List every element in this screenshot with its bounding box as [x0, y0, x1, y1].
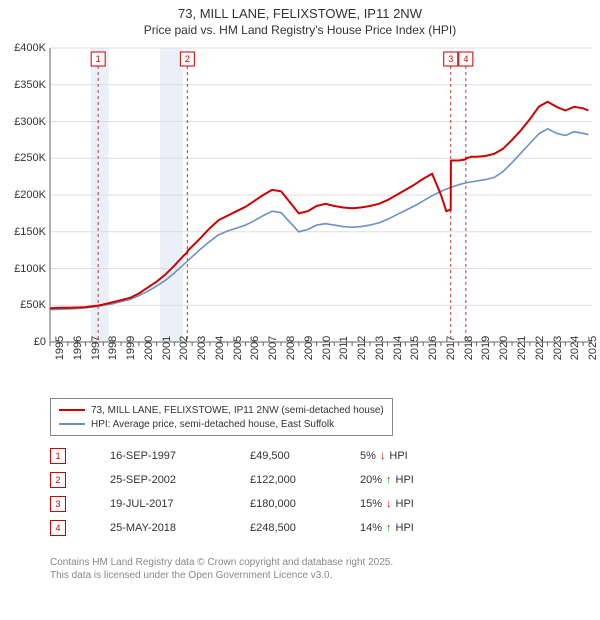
- x-tick-label: 2018: [463, 336, 475, 360]
- y-tick-label: £200K: [2, 189, 46, 201]
- arrow-icon: ↓: [380, 450, 386, 462]
- y-tick-label: £350K: [2, 79, 46, 91]
- sale-diff: 14%↑HPI: [360, 522, 470, 534]
- y-tick-label: £50K: [2, 299, 46, 311]
- x-tick-label: 1996: [72, 336, 84, 360]
- sale-diff: 5%↓HPI: [360, 450, 470, 462]
- x-tick-label: 2020: [498, 336, 510, 360]
- x-tick-label: 2014: [392, 336, 404, 360]
- y-tick-label: £400K: [2, 42, 46, 54]
- x-tick-label: 2008: [285, 336, 297, 360]
- x-axis-labels: 1995199619971998199920002001200220032004…: [0, 348, 600, 390]
- sale-row: 4 25-MAY-2018£248,50014%↑HPI: [50, 516, 470, 540]
- x-tick-label: 2000: [143, 336, 155, 360]
- arrow-icon: ↑: [386, 474, 392, 486]
- sale-date: 25-MAY-2018: [110, 522, 250, 534]
- sale-price: £180,000: [250, 498, 360, 510]
- legend-item: HPI: Average price, semi-detached house,…: [59, 417, 384, 431]
- footer-line: Contains HM Land Registry data © Crown c…: [50, 556, 393, 569]
- x-tick-label: 2021: [516, 336, 528, 360]
- y-tick-label: £250K: [2, 152, 46, 164]
- sale-price: £49,500: [250, 450, 360, 462]
- sale-diff: 15%↓HPI: [360, 498, 470, 510]
- x-tick-label: 2023: [552, 336, 564, 360]
- title-subtitle: Price paid vs. HM Land Registry's House …: [0, 23, 600, 39]
- sale-marker-box: 4: [50, 520, 66, 536]
- x-tick-label: 1998: [107, 336, 119, 360]
- attribution-footer: Contains HM Land Registry data © Crown c…: [50, 556, 393, 582]
- chart-area: 1 2 34 £0 £50K £100K £150K £200K £250K £300K £350…: [0, 42, 600, 390]
- sale-price: £122,000: [250, 474, 360, 486]
- x-tick-label: 2012: [356, 336, 368, 360]
- y-tick-label: £0: [2, 336, 46, 348]
- chart-container: 73, MILL LANE, FELIXSTOWE, IP11 2NW Pric…: [0, 0, 600, 620]
- svg-text:1: 1: [96, 54, 101, 64]
- sale-row: 2 25-SEP-2002£122,00020%↑HPI: [50, 468, 470, 492]
- legend-label: 73, MILL LANE, FELIXSTOWE, IP11 2NW (sem…: [91, 405, 384, 416]
- sales-table: 1 16-SEP-1997£49,5005%↓HPI 2 25-SEP-2002£12…: [50, 444, 470, 540]
- sale-date: 25-SEP-2002: [110, 474, 250, 486]
- legend-swatch: [59, 409, 85, 411]
- y-tick-label: £100K: [2, 263, 46, 275]
- x-tick-label: 2002: [178, 336, 190, 360]
- sale-marker-box: 3: [50, 496, 66, 512]
- x-tick-label: 2024: [569, 336, 581, 360]
- y-tick-label: £150K: [2, 226, 46, 238]
- x-tick-label: 2013: [374, 336, 386, 360]
- sale-row: 3 19-JUL-2017£180,00015%↓HPI: [50, 492, 470, 516]
- sale-date: 19-JUL-2017: [110, 498, 250, 510]
- title-address: 73, MILL LANE, FELIXSTOWE, IP11 2NW: [0, 6, 600, 23]
- x-tick-label: 2022: [534, 336, 546, 360]
- arrow-icon: ↓: [386, 498, 392, 510]
- sale-marker-box: 2: [50, 472, 66, 488]
- footer-line: This data is licensed under the Open Gov…: [50, 569, 393, 582]
- x-tick-label: 2009: [303, 336, 315, 360]
- x-tick-label: 2003: [196, 336, 208, 360]
- sale-marker-box: 1: [50, 448, 66, 464]
- arrow-icon: ↑: [386, 522, 392, 534]
- sale-date: 16-SEP-1997: [110, 450, 250, 462]
- x-tick-label: 2006: [249, 336, 261, 360]
- legend-item: 73, MILL LANE, FELIXSTOWE, IP11 2NW (sem…: [59, 403, 384, 417]
- sale-row: 1 16-SEP-1997£49,5005%↓HPI: [50, 444, 470, 468]
- legend: 73, MILL LANE, FELIXSTOWE, IP11 2NW (sem…: [50, 398, 393, 436]
- x-tick-label: 1995: [54, 336, 66, 360]
- svg-text:3: 3: [448, 54, 453, 64]
- x-tick-label: 2025: [587, 336, 599, 360]
- x-tick-label: 2001: [161, 336, 173, 360]
- x-tick-label: 2019: [480, 336, 492, 360]
- x-tick-label: 1999: [125, 336, 137, 360]
- x-tick-label: 1997: [90, 336, 102, 360]
- x-tick-label: 2016: [427, 336, 439, 360]
- sale-price: £248,500: [250, 522, 360, 534]
- sale-diff: 20%↑HPI: [360, 474, 470, 486]
- legend-label: HPI: Average price, semi-detached house,…: [91, 419, 334, 430]
- x-tick-label: 2005: [232, 336, 244, 360]
- y-tick-label: £300K: [2, 116, 46, 128]
- x-tick-label: 2004: [214, 336, 226, 360]
- title-block: 73, MILL LANE, FELIXSTOWE, IP11 2NW Pric…: [0, 0, 600, 38]
- svg-text:2: 2: [185, 54, 190, 64]
- legend-swatch: [59, 423, 85, 425]
- svg-text:4: 4: [463, 54, 468, 64]
- x-tick-label: 2010: [321, 336, 333, 360]
- x-tick-label: 2015: [409, 336, 421, 360]
- x-tick-label: 2017: [445, 336, 457, 360]
- x-tick-label: 2007: [267, 336, 279, 360]
- x-tick-label: 2011: [338, 336, 350, 360]
